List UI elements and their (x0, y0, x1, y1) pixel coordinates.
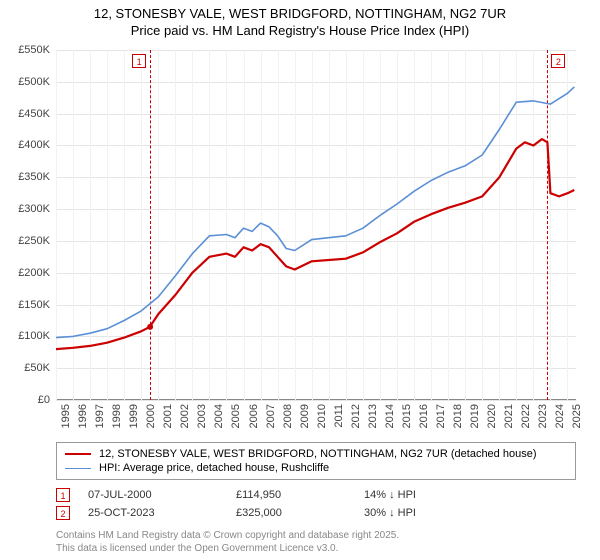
x-tick-label: 1995 (60, 404, 72, 428)
x-tick-label: 2012 (350, 404, 362, 428)
series-price_paid (56, 139, 574, 349)
annotation-delta: 30% ↓ HPI (364, 507, 416, 519)
x-tick-label: 2007 (265, 404, 277, 428)
footer-line-2: This data is licensed under the Open Gov… (56, 543, 576, 556)
x-tick-label: 2008 (282, 404, 294, 428)
x-tick-label: 1996 (77, 404, 89, 428)
chart-container: 12, STONESBY VALE, WEST BRIDGFORD, NOTTI… (0, 0, 600, 560)
legend-row: 12, STONESBY VALE, WEST BRIDGFORD, NOTTI… (65, 447, 567, 461)
y-tick-label: £350K (0, 171, 50, 183)
x-tick-label: 2005 (230, 404, 242, 428)
legend-swatch (65, 468, 91, 469)
line-series-svg (56, 50, 576, 400)
y-tick-label: £500K (0, 76, 50, 88)
x-tick-label: 2017 (435, 404, 447, 428)
x-tick-label: 2010 (316, 404, 328, 428)
x-tick-label: 2024 (554, 404, 566, 428)
annotation-price: £325,000 (236, 507, 346, 519)
y-tick-label: £550K (0, 44, 50, 56)
annotation-delta: 14% ↓ HPI (364, 489, 416, 501)
annotation-date: 25-OCT-2023 (88, 507, 218, 519)
x-tick-label: 2009 (299, 404, 311, 428)
annotation-date: 07-JUL-2000 (88, 489, 218, 501)
x-tick-label: 2004 (213, 404, 225, 428)
x-tick-label: 2016 (418, 404, 430, 428)
transaction-dot (147, 324, 153, 330)
y-tick-label: £400K (0, 139, 50, 151)
x-tick-label: 2025 (571, 404, 583, 428)
legend-row: HPI: Average price, detached house, Rush… (65, 461, 567, 475)
y-tick-label: £150K (0, 299, 50, 311)
footer: Contains HM Land Registry data © Crown c… (56, 530, 576, 555)
legend-label: 12, STONESBY VALE, WEST BRIDGFORD, NOTTI… (99, 448, 536, 460)
x-tick-label: 2006 (248, 404, 260, 428)
annotation-marker-box: 2 (56, 506, 70, 520)
x-tick-label: 2015 (401, 404, 413, 428)
chart-plot-area: £0£50K£100K£150K£200K£250K£300K£350K£400… (56, 50, 576, 400)
series-hpi (56, 87, 574, 338)
annotation-row: 1 07-JUL-2000 £114,950 14% ↓ HPI (56, 486, 576, 504)
y-tick-label: £100K (0, 330, 50, 342)
y-tick-label: £200K (0, 267, 50, 279)
x-tick-label: 1999 (128, 404, 140, 428)
title-line-1: 12, STONESBY VALE, WEST BRIDGFORD, NOTTI… (0, 6, 600, 23)
x-tick-label: 2002 (179, 404, 191, 428)
x-tick-label: 2011 (333, 404, 345, 428)
x-tick-label: 2021 (503, 404, 515, 428)
annotation-price: £114,950 (236, 489, 346, 501)
x-tick-label: 2023 (537, 404, 549, 428)
legend-swatch (65, 453, 91, 455)
x-tick-label: 2018 (452, 404, 464, 428)
x-tick-label: 2001 (162, 404, 174, 428)
x-tick-label: 2022 (520, 404, 532, 428)
y-tick-label: £250K (0, 235, 50, 247)
x-tick-label: 2003 (196, 404, 208, 428)
y-tick-label: £450K (0, 108, 50, 120)
y-tick-label: £300K (0, 203, 50, 215)
x-tick-label: 1998 (111, 404, 123, 428)
title-block: 12, STONESBY VALE, WEST BRIDGFORD, NOTTI… (0, 0, 600, 40)
y-tick-label: £0 (0, 394, 50, 406)
title-line-2: Price paid vs. HM Land Registry's House … (0, 23, 600, 40)
x-tick-label: 2019 (469, 404, 481, 428)
y-tick-label: £50K (0, 362, 50, 374)
x-tick-label: 2020 (486, 404, 498, 428)
x-tick-label: 1997 (94, 404, 106, 428)
annotation-row: 2 25-OCT-2023 £325,000 30% ↓ HPI (56, 504, 576, 522)
x-tick-label: 2014 (384, 404, 396, 428)
y-gridline (56, 400, 576, 401)
legend-label: HPI: Average price, detached house, Rush… (99, 462, 329, 474)
footer-line-1: Contains HM Land Registry data © Crown c… (56, 530, 576, 543)
legend: 12, STONESBY VALE, WEST BRIDGFORD, NOTTI… (56, 442, 576, 480)
x-tick-label: 2000 (145, 404, 157, 428)
annotation-marker-box: 1 (56, 488, 70, 502)
x-tick-label: 2013 (367, 404, 379, 428)
annotation-table: 1 07-JUL-2000 £114,950 14% ↓ HPI 2 25-OCT-202… (56, 486, 576, 522)
